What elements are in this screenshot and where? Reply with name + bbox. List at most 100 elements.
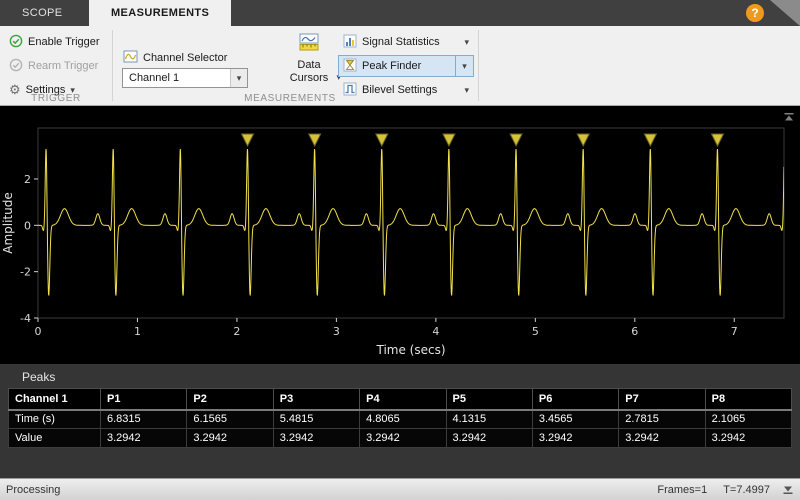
status-bar: Processing Frames=1 T=7.4997 bbox=[0, 478, 800, 500]
peak-marker[interactable] bbox=[240, 133, 255, 148]
peaks-table-column-header: P3 bbox=[272, 388, 361, 411]
chevron-down-icon: ▾ bbox=[464, 36, 469, 47]
peak-marker[interactable] bbox=[643, 133, 658, 148]
rearm-trigger-icon bbox=[9, 58, 23, 75]
bilevel-settings-label: Bilevel Settings bbox=[362, 84, 438, 96]
x-tick-label: 1 bbox=[134, 325, 141, 338]
tab-bar: SCOPE MEASUREMENTS ? bbox=[0, 0, 800, 26]
chevron-down-icon: ▾ bbox=[464, 84, 469, 95]
tab-measurements[interactable]: MEASUREMENTS bbox=[88, 0, 232, 26]
enable-trigger-icon bbox=[9, 34, 23, 51]
peaks-table-column-header: P2 bbox=[186, 388, 274, 411]
data-cursors-icon bbox=[299, 33, 319, 54]
tab-measurements-label: MEASUREMENTS bbox=[110, 7, 210, 19]
peaks-table-column-header: P7 bbox=[618, 388, 706, 411]
channel-select-dropdown[interactable]: Channel 1 ▾ bbox=[122, 68, 248, 88]
tab-scope[interactable]: SCOPE bbox=[0, 0, 85, 26]
signal-statistics-icon bbox=[343, 34, 357, 51]
peaks-panel: Peaks Channel 1 P1 P2 P3 P4 P5 P6 P7 P8 Time (s) 6… bbox=[0, 364, 800, 478]
y-tick-label: 2 bbox=[24, 173, 31, 186]
trigger-settings-label: Settings bbox=[25, 84, 66, 96]
peaks-cell: 6.1565 bbox=[186, 409, 274, 429]
channel-select-value: Channel 1 bbox=[129, 72, 180, 84]
peaks-cell: 3.2942 bbox=[704, 428, 793, 448]
x-tick-label: 6 bbox=[631, 325, 638, 338]
x-tick-label: 5 bbox=[532, 325, 539, 338]
rearm-trigger-label: Rearm Trigger bbox=[28, 60, 99, 72]
channel-selector-label: Channel Selector bbox=[143, 52, 228, 64]
peak-marker[interactable] bbox=[307, 133, 322, 148]
plot-frame bbox=[37, 127, 785, 319]
signal-statistics-button[interactable]: Signal Statistics ▾ bbox=[338, 31, 474, 53]
peaks-panel-title: Peaks bbox=[22, 370, 56, 384]
data-cursors-label: Data Cursors bbox=[289, 59, 329, 84]
frames-counter: Frames=1 bbox=[657, 483, 708, 496]
combo-arrow: ▾ bbox=[230, 69, 247, 87]
peak-marker[interactable] bbox=[576, 133, 591, 148]
y-tick-label: -4 bbox=[20, 312, 31, 325]
y-axis-label: Amplitude bbox=[1, 192, 15, 254]
peaks-table-column-header: P4 bbox=[359, 388, 447, 411]
peaks-cell: 3.2942 bbox=[618, 428, 706, 448]
peaks-cell: 3.2942 bbox=[531, 428, 620, 448]
rearm-trigger-button[interactable]: Rearm Trigger bbox=[4, 56, 103, 76]
peak-finder-button[interactable]: Peak Finder bbox=[338, 55, 456, 77]
peak-finder-dropdown-button[interactable]: ▾ bbox=[456, 55, 474, 77]
section-divider bbox=[478, 30, 479, 101]
x-tick-label: 3 bbox=[333, 325, 340, 338]
help-button[interactable]: ? bbox=[746, 4, 764, 22]
enable-trigger-button[interactable]: Enable Trigger bbox=[4, 32, 105, 52]
peaks-table-channel-header: Channel 1 bbox=[8, 388, 101, 411]
peaks-cell: 6.8315 bbox=[99, 409, 188, 429]
x-tick-label: 0 bbox=[35, 325, 42, 338]
chevron-down-icon: ▾ bbox=[70, 84, 75, 95]
x-axis-label: Time (secs) bbox=[375, 343, 445, 357]
peaks-table: Channel 1 P1 P2 P3 P4 P5 P6 P7 P8 Time (s) 6.8315 6… bbox=[8, 388, 793, 448]
peaks-cell: 3.4565 bbox=[531, 409, 620, 429]
peaks-table-header-row: Channel 1 P1 P2 P3 P4 P5 P6 P7 P8 bbox=[8, 388, 793, 411]
peak-marker[interactable] bbox=[374, 133, 389, 148]
channel-selector-header: Channel Selector bbox=[118, 48, 232, 68]
y-tick-label: -2 bbox=[20, 266, 31, 279]
peaks-cell: 3.2942 bbox=[99, 428, 188, 448]
gear-icon: ⚙ bbox=[9, 82, 21, 97]
channel1-waveform bbox=[38, 148, 784, 296]
waveform-plot[interactable]: 2 0 -2 -4 0 1 2 3 4 5 6 7 Time (secs) Amplitude bbox=[0, 106, 800, 364]
waveform-canvas[interactable]: 2 0 -2 -4 0 1 2 3 4 5 6 7 Time (secs) Amplitude bbox=[0, 106, 800, 364]
collapse-statusbar-icon[interactable] bbox=[782, 485, 794, 495]
peaks-cell: 2.7815 bbox=[618, 409, 706, 429]
peaks-table-column-header: P6 bbox=[531, 388, 620, 411]
toolbar: Enable Trigger Rearm Trigger ⚙ Settings … bbox=[0, 26, 800, 106]
peak-marker[interactable] bbox=[442, 133, 456, 148]
peak-marker[interactable] bbox=[509, 133, 523, 148]
peaks-table-row: Time (s) 6.8315 6.1565 5.4815 4.8065 4.1315 3.… bbox=[8, 409, 793, 429]
trigger-section-label: TRIGGER bbox=[31, 93, 81, 104]
x-tick-label: 7 bbox=[731, 325, 738, 338]
peaks-table-column-header: P1 bbox=[99, 388, 188, 411]
bilevel-settings-button[interactable]: Bilevel Settings ▾ bbox=[338, 79, 474, 101]
y-tick-label: 0 bbox=[24, 219, 31, 232]
bilevel-settings-icon bbox=[343, 82, 357, 99]
peaks-cell: 3.2942 bbox=[186, 428, 274, 448]
peaks-table-row: Value 3.2942 3.2942 3.2942 3.2942 3.2942 3.294… bbox=[8, 428, 793, 448]
peaks-cell: 4.1315 bbox=[445, 409, 533, 429]
peaks-row-label: Time (s) bbox=[8, 409, 101, 429]
x-tick-label: 2 bbox=[233, 325, 240, 338]
data-cursors-button[interactable]: Data Cursors ▾ bbox=[282, 32, 341, 86]
peaks-table-column-header: P8 bbox=[704, 388, 793, 411]
trigger-settings-button[interactable]: ⚙ Settings ▾ bbox=[4, 80, 80, 100]
peaks-cell: 3.2942 bbox=[445, 428, 533, 448]
peak-finder-label: Peak Finder bbox=[362, 60, 422, 72]
peak-marker[interactable] bbox=[710, 133, 725, 148]
peaks-cell: 3.2942 bbox=[272, 428, 361, 448]
signal-statistics-label: Signal Statistics bbox=[362, 36, 440, 48]
peaks-cell: 3.2942 bbox=[359, 428, 447, 448]
peaks-cell: 5.4815 bbox=[272, 409, 361, 429]
status-text: Processing bbox=[6, 483, 61, 496]
peak-finder-icon bbox=[343, 58, 357, 75]
x-tick-label: 4 bbox=[432, 325, 439, 338]
tab-scope-label: SCOPE bbox=[22, 7, 63, 19]
collapse-toolstrip-icon[interactable] bbox=[783, 109, 795, 127]
chevron-down-icon: ▾ bbox=[462, 61, 467, 71]
